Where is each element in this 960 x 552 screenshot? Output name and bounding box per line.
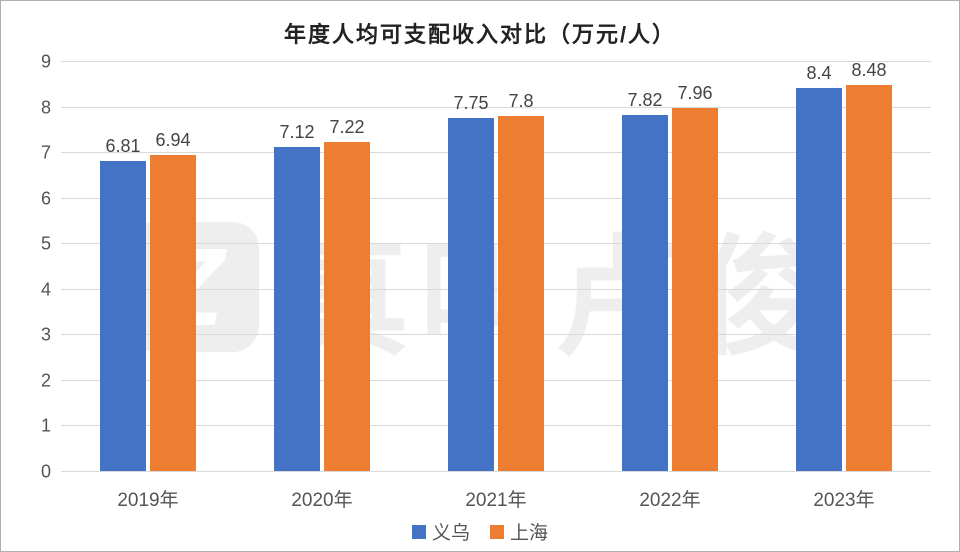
x-tick-label: 2019年 xyxy=(117,485,178,512)
bar-value-label: 7.82 xyxy=(627,90,662,111)
plot-area: 0123456789 6.816.947.127.227.757.87.827.… xyxy=(61,61,931,471)
bar-group: 7.757.8 xyxy=(448,116,544,471)
bar-上海: 8.48 xyxy=(846,85,892,471)
bar-value-label: 7.22 xyxy=(329,117,364,138)
y-tick-label: 7 xyxy=(11,143,51,164)
bar-value-label: 8.48 xyxy=(851,60,886,81)
y-tick-label: 8 xyxy=(11,97,51,118)
y-tick-label: 3 xyxy=(11,325,51,346)
y-tick-label: 1 xyxy=(11,416,51,437)
legend-label: 上海 xyxy=(510,518,548,545)
bar-上海: 6.94 xyxy=(150,155,196,471)
bar-value-label: 8.4 xyxy=(806,63,831,84)
legend-swatch xyxy=(490,525,504,539)
legend-item: 上海 xyxy=(490,518,548,545)
bar-value-label: 7.96 xyxy=(677,83,712,104)
bar-上海: 7.96 xyxy=(672,108,718,471)
x-tick-label: 2022年 xyxy=(639,485,700,512)
bar-义乌: 8.4 xyxy=(796,88,842,471)
y-tick-label: 5 xyxy=(11,234,51,255)
bar-value-label: 7.12 xyxy=(279,122,314,143)
legend-swatch xyxy=(412,525,426,539)
bar-value-label: 6.81 xyxy=(105,136,140,157)
legend-item: 义乌 xyxy=(412,518,470,545)
bar-group: 6.816.94 xyxy=(100,155,196,471)
y-tick-label: 0 xyxy=(11,462,51,483)
bar-上海: 7.8 xyxy=(498,116,544,471)
x-axis-labels: 2019年2020年2021年2022年2023年 xyxy=(61,479,931,507)
y-tick-label: 4 xyxy=(11,279,51,300)
bar-义乌: 6.81 xyxy=(100,161,146,471)
bar-value-label: 7.75 xyxy=(453,93,488,114)
bar-group: 8.48.48 xyxy=(796,85,892,471)
chart-title: 年度人均可支配收入对比（万元/人） xyxy=(1,1,959,53)
x-tick-label: 2020年 xyxy=(291,485,352,512)
chart-container: 年度人均可支配收入对比（万元/人） Z 真叫卢俊 0123456789 6.81… xyxy=(0,0,960,552)
bar-义乌: 7.75 xyxy=(448,118,494,471)
bar-义乌: 7.12 xyxy=(274,147,320,471)
bars-row: 6.816.947.127.227.757.87.827.968.48.48 xyxy=(61,61,931,471)
bar-义乌: 7.82 xyxy=(622,115,668,471)
bar-group: 7.127.22 xyxy=(274,142,370,471)
y-tick-label: 6 xyxy=(11,188,51,209)
x-tick-label: 2023年 xyxy=(813,485,874,512)
legend: 义乌 上海 xyxy=(1,518,959,545)
bar-value-label: 7.8 xyxy=(508,91,533,112)
y-tick-label: 2 xyxy=(11,370,51,391)
y-tick-label: 9 xyxy=(11,52,51,73)
legend-label: 义乌 xyxy=(432,518,470,545)
bar-value-label: 6.94 xyxy=(155,130,190,151)
bar-group: 7.827.96 xyxy=(622,108,718,471)
bar-上海: 7.22 xyxy=(324,142,370,471)
x-tick-label: 2021年 xyxy=(465,485,526,512)
grid-line: 0 xyxy=(61,471,931,472)
